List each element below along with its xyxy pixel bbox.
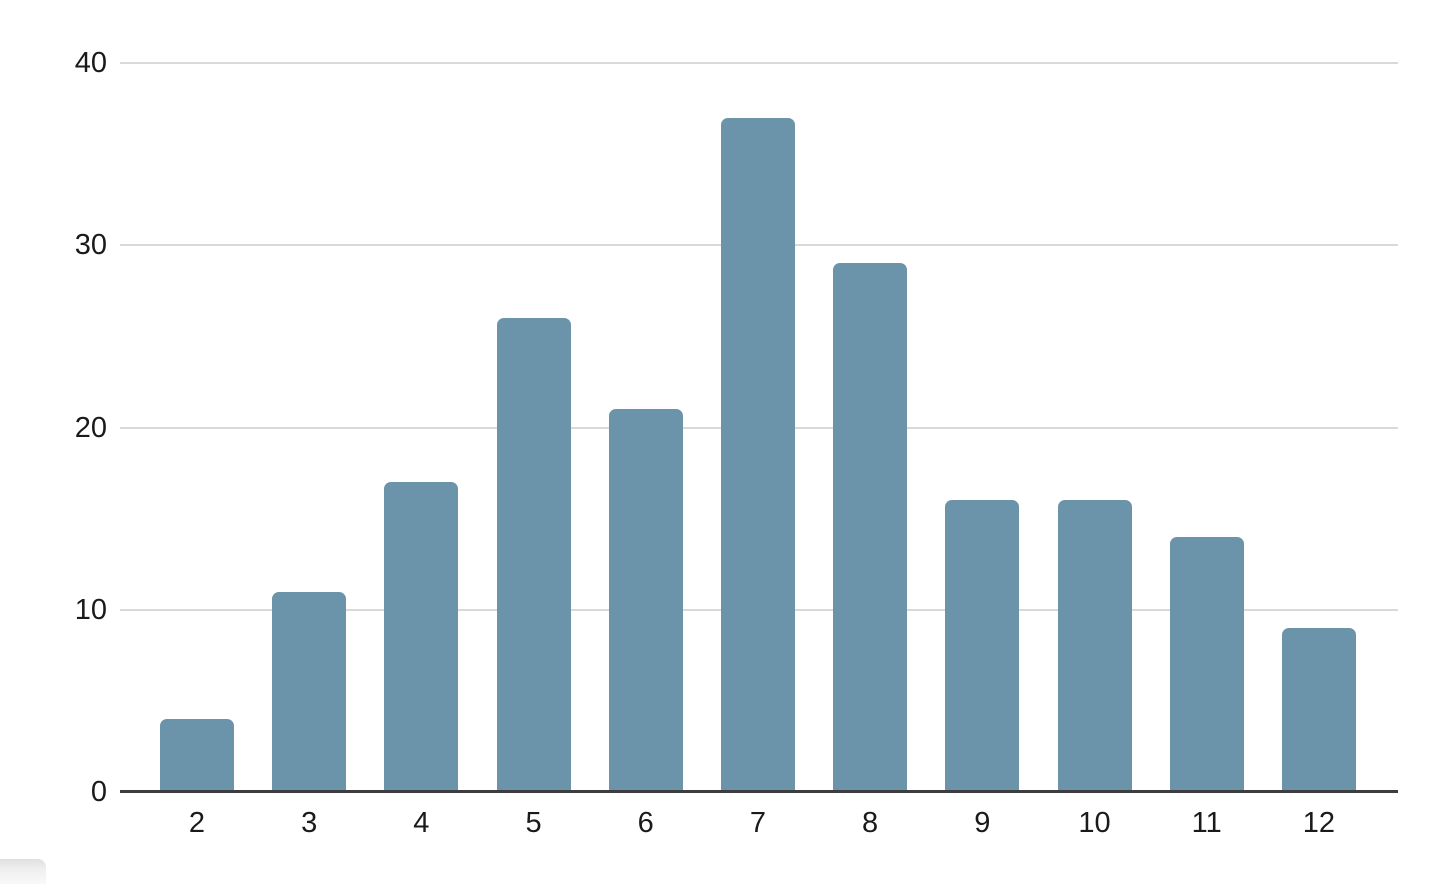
bar-7	[720, 117, 795, 792]
bar-10	[1057, 500, 1132, 792]
x-axis-label: 10	[1078, 807, 1111, 839]
bar-12	[1281, 627, 1356, 792]
bar-5	[496, 318, 571, 792]
x-axis-label: 8	[862, 807, 879, 839]
x-axis-label: 6	[637, 807, 654, 839]
x-axis-label: 11	[1191, 807, 1222, 839]
y-axis-label: 20	[74, 411, 107, 444]
x-axis-label: 2	[188, 807, 206, 839]
bar-6	[608, 409, 683, 792]
y-axis-label: 0	[90, 776, 107, 808]
x-axis-label: 7	[749, 807, 766, 839]
plot-area	[120, 62, 1398, 793]
bar-11	[1169, 536, 1244, 792]
y-axis-label: 40	[74, 47, 107, 79]
y-axis-label: 30	[74, 229, 107, 262]
scrollbar-corner[interactable]	[0, 859, 46, 884]
x-axis-baseline	[120, 790, 1398, 793]
y-axis-label: 10	[74, 593, 107, 626]
bar-4	[384, 482, 459, 792]
bars-container	[160, 63, 1356, 792]
x-axis-label: 5	[525, 807, 542, 839]
x-axis-label: 4	[413, 807, 430, 839]
bar-9	[945, 500, 1020, 792]
x-axis-label: 3	[301, 807, 318, 839]
bar-2	[160, 719, 234, 792]
x-axis-labels: 2 3 4 5 6 7 8 9 10 11 12	[160, 806, 1356, 840]
bar-3	[272, 591, 347, 792]
gridline	[120, 62, 1398, 64]
bar-8	[833, 263, 908, 792]
x-axis-label: 12	[1302, 807, 1335, 839]
x-axis-label: 9	[974, 807, 991, 839]
